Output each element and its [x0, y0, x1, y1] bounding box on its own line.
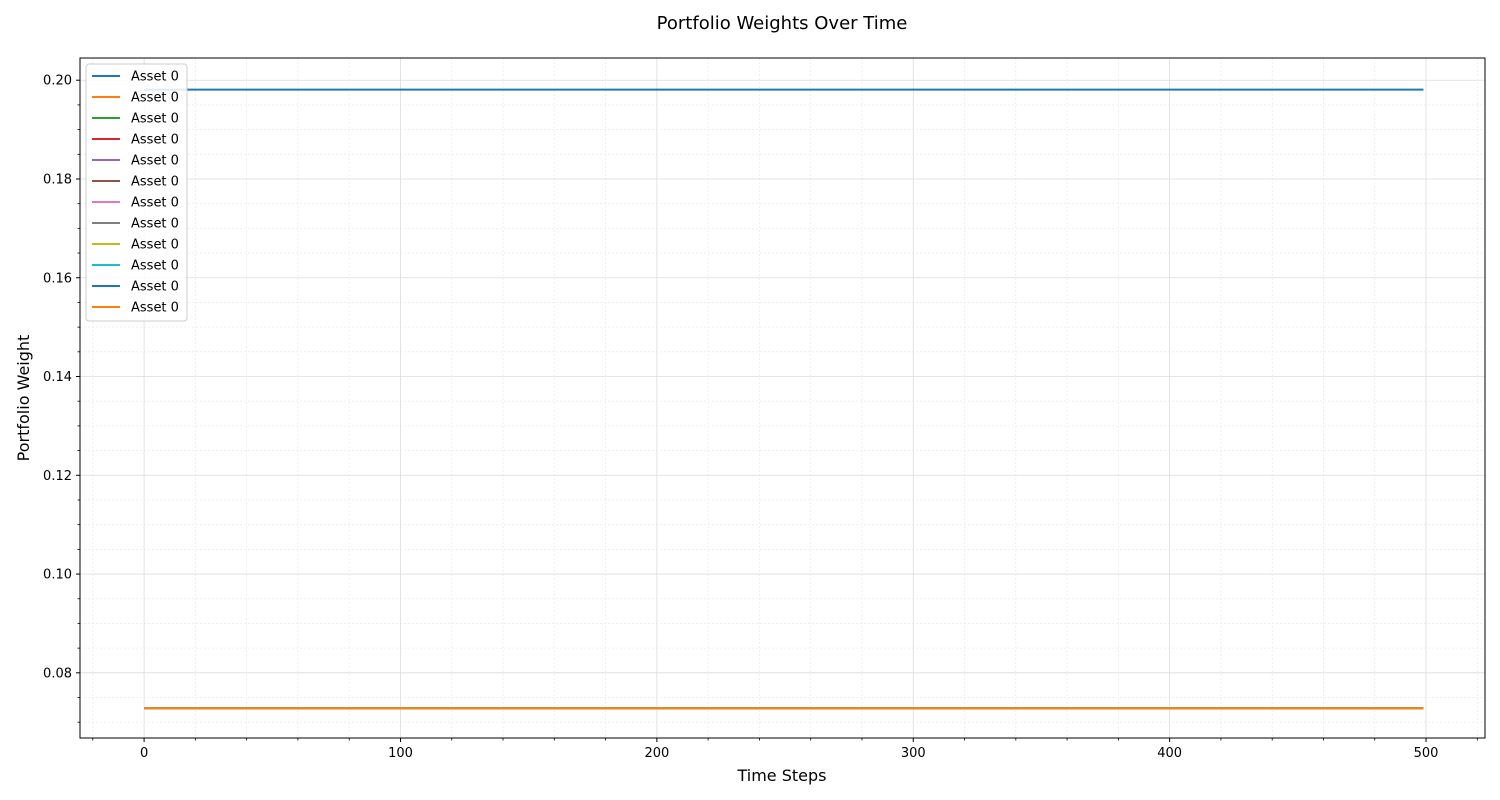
legend-label-0: Asset 0	[131, 70, 179, 85]
legend-label-5: Asset 0	[131, 175, 179, 190]
x-tick-label: 100	[388, 746, 413, 761]
series-layer	[144, 88, 1424, 710]
x-tick-label: 200	[644, 746, 669, 761]
y-axis-ticks: 0.08 0.10 0.12 0.14 0.16 0.18 0.20	[43, 74, 80, 723]
y-tick-label: 0.10	[43, 568, 72, 583]
legend-label-1: Asset 0	[131, 91, 179, 106]
y-tick-label: 0.16	[43, 271, 72, 286]
legend: Asset 0 Asset 0 Asset 0 Asset 0 Asset 0 Asset…	[85, 63, 188, 322]
legend-label-10: Asset 0	[131, 280, 179, 295]
legend-label-3: Asset 0	[131, 133, 179, 148]
x-tick-label: 300	[901, 746, 926, 761]
x-axis-ticks: 0 100 200 300 400 500	[92, 738, 1478, 761]
y-tick-label: 0.14	[43, 370, 72, 385]
legend-label-2: Asset 0	[131, 112, 179, 127]
x-tick-label: 400	[1157, 746, 1182, 761]
legend-label-7: Asset 0	[131, 217, 179, 232]
x-axis-label: Time Steps	[736, 766, 826, 785]
x-tick-label: 500	[1414, 746, 1439, 761]
major-grid	[80, 58, 1485, 738]
legend-label-6: Asset 0	[131, 196, 179, 211]
legend-label-8: Asset 0	[131, 238, 179, 253]
y-tick-label: 0.18	[43, 172, 72, 187]
x-tick-label: 0	[140, 746, 148, 761]
y-tick-label: 0.20	[43, 74, 72, 89]
legend-label-4: Asset 0	[131, 154, 179, 169]
y-tick-label: 0.08	[43, 666, 72, 681]
legend-box	[85, 63, 188, 322]
y-axis-label: Portfolio Weight	[14, 335, 33, 462]
legend-label-11: Asset 0	[131, 301, 179, 316]
y-tick-label: 0.12	[43, 469, 72, 484]
legend-label-9: Asset 0	[131, 259, 179, 274]
chart-title: Portfolio Weights Over Time	[657, 13, 908, 34]
minor-grid	[80, 58, 1485, 738]
plot-frame	[79, 57, 1486, 739]
